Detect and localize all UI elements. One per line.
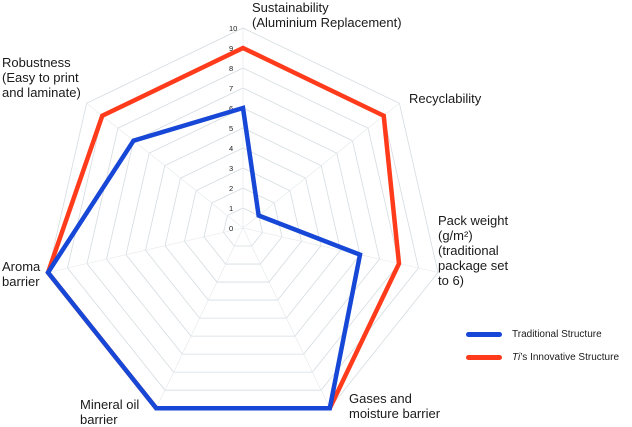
tick-label-8: 8 xyxy=(229,64,233,73)
tick-label-5: 5 xyxy=(229,124,233,133)
series-line-0 xyxy=(48,108,360,408)
axis-label-robustness: Robustness (Easy to print and laminate) xyxy=(2,55,81,100)
tick-label-2: 2 xyxy=(229,184,233,193)
spoke-1 xyxy=(243,103,399,228)
spoke-2 xyxy=(243,228,438,273)
legend-item-innovative: Ti’s Innovative Structure xyxy=(466,351,619,364)
legend-label-innovative: Ti’s Innovative Structure xyxy=(512,352,619,363)
legend-label-traditional: Traditional Structure xyxy=(512,329,602,340)
axis-label-mineral-oil: Mineral oil barrier xyxy=(80,397,139,427)
tick-label-4: 4 xyxy=(229,144,233,153)
legend-item-traditional: Traditional Structure xyxy=(466,328,619,341)
axis-label-recyclability: Recyclability xyxy=(409,91,481,106)
axis-label-pack-weight: Pack weight (g/m²) (traditional package … xyxy=(438,213,508,288)
tick-label-10: 10 xyxy=(229,24,237,33)
axis-label-aroma: Aroma barrier xyxy=(2,259,40,289)
legend-swatch-innovative xyxy=(466,355,502,360)
legend-swatch-traditional xyxy=(466,332,502,337)
tick-label-7: 7 xyxy=(229,84,233,93)
radar-spokes xyxy=(48,28,438,408)
spoke-6 xyxy=(87,103,243,228)
legend: Traditional Structure Ti’s Innovative St… xyxy=(466,328,619,374)
spoke-5 xyxy=(48,228,243,273)
tick-label-1: 1 xyxy=(229,204,233,213)
tick-label-0: 0 xyxy=(229,224,233,233)
axis-label-gases-moisture: Gases and moisture barrier xyxy=(349,391,440,421)
axis-label-sustainability: Sustainability (Aluminium Replacement) xyxy=(252,0,402,30)
tick-label-3: 3 xyxy=(229,164,233,173)
